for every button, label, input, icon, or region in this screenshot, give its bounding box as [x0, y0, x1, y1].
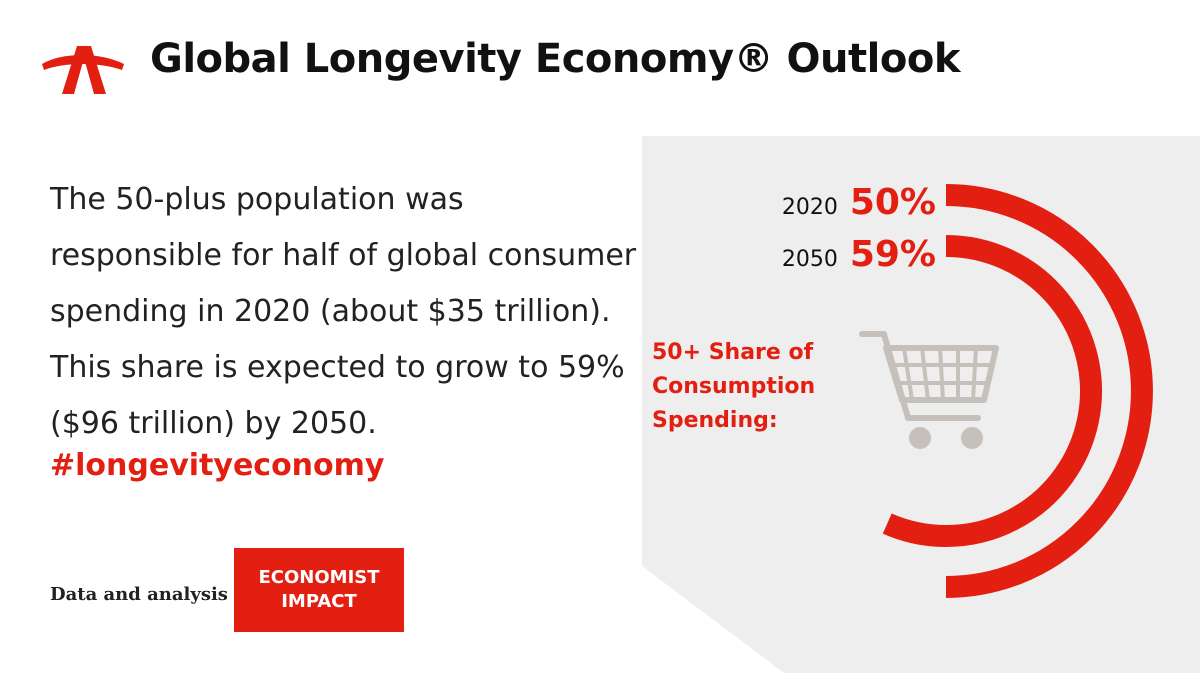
hashtag[interactable]: #longevityeconomy	[50, 448, 385, 483]
legend-row-2020: 2020 50%	[782, 182, 936, 223]
aarp-logo-icon	[42, 46, 124, 94]
badge-line-1: ECONOMIST	[258, 567, 380, 588]
economist-impact-badge: ECONOMIST IMPACT	[234, 548, 404, 632]
body-text: The 50-plus population was responsible f…	[50, 182, 637, 441]
page-title: Global Longevity Economy® Outlook	[150, 36, 960, 82]
badge-line-2: IMPACT	[281, 591, 357, 612]
year-label: 2050	[781, 247, 838, 272]
credit-label: Data and analysis by	[50, 584, 258, 605]
arc-bar-2050	[882, 235, 1102, 547]
shopping-cart-icon	[859, 331, 999, 449]
value-label: 50%	[849, 182, 936, 223]
legend-row-2050: 2050 59%	[782, 234, 936, 275]
year-label: 2020	[781, 195, 838, 220]
arc-bar-2020	[945, 184, 1153, 598]
chart-title: 50+ Share of Consumption Spending:	[652, 340, 816, 433]
value-label: 59%	[849, 234, 936, 275]
